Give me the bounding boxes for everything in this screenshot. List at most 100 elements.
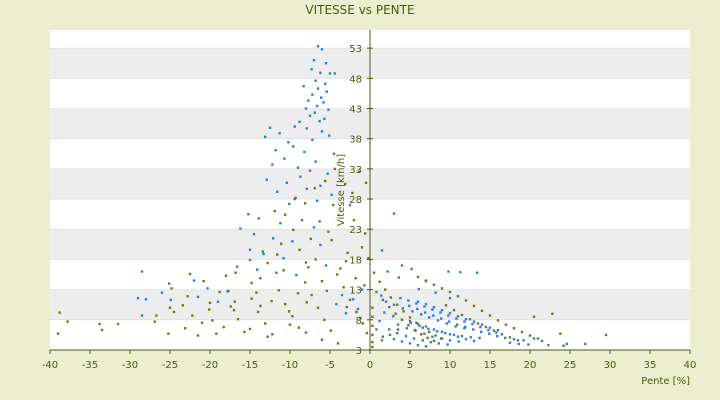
data-point <box>392 337 396 341</box>
x-tick-label: -10 <box>282 360 298 371</box>
data-point <box>445 322 448 325</box>
data-point <box>399 296 402 300</box>
data-point <box>206 287 209 290</box>
data-point <box>365 331 368 335</box>
data-point <box>296 166 300 169</box>
data-point <box>584 342 587 346</box>
data-point <box>367 257 370 260</box>
data-point <box>307 99 310 102</box>
data-point <box>277 289 280 292</box>
x-tick-label: -40 <box>42 360 58 371</box>
data-point <box>294 196 297 200</box>
data-point <box>314 79 317 82</box>
data-point <box>140 270 144 273</box>
data-point <box>298 120 301 123</box>
data-point <box>218 290 221 294</box>
data-point <box>280 242 283 245</box>
data-point <box>396 331 399 335</box>
data-point <box>495 331 498 334</box>
data-point <box>528 334 532 337</box>
data-point <box>424 325 428 328</box>
y-tick-label: 23 <box>349 225 362 236</box>
data-point <box>327 108 330 111</box>
data-point <box>342 286 345 289</box>
data-point <box>236 265 239 268</box>
data-point <box>283 157 286 160</box>
data-point <box>196 334 200 337</box>
data-point <box>116 322 120 326</box>
data-point <box>227 289 230 293</box>
y-tick-label: 53 <box>349 44 362 55</box>
x-tick-label: 30 <box>604 360 617 371</box>
data-point <box>469 336 472 339</box>
data-point <box>397 276 400 279</box>
data-point <box>288 202 291 206</box>
data-point <box>305 301 308 304</box>
data-point <box>464 325 467 329</box>
data-point <box>330 238 333 242</box>
data-point <box>248 248 252 251</box>
data-point <box>409 321 412 325</box>
data-point <box>328 134 331 137</box>
data-point <box>309 237 312 241</box>
data-point <box>432 339 436 343</box>
data-point <box>348 298 352 302</box>
data-point <box>487 328 490 332</box>
data-point <box>316 306 320 309</box>
data-point <box>319 71 322 75</box>
data-point <box>345 305 348 309</box>
data-point <box>479 325 482 329</box>
data-point <box>488 332 491 335</box>
data-point <box>440 317 443 320</box>
data-point <box>459 270 462 274</box>
data-point <box>384 300 388 303</box>
data-point <box>299 175 302 178</box>
data-point <box>389 296 392 299</box>
data-point <box>191 314 194 317</box>
data-point <box>371 345 374 349</box>
data-point <box>287 141 290 144</box>
data-point <box>276 190 279 194</box>
data-point <box>224 274 228 277</box>
data-point <box>536 337 540 340</box>
data-point <box>291 314 294 318</box>
data-point <box>304 261 308 264</box>
data-point <box>186 295 189 298</box>
data-point <box>380 339 384 342</box>
data-point <box>427 327 430 331</box>
data-point <box>464 337 468 341</box>
data-point <box>320 48 324 51</box>
data-point <box>196 295 200 299</box>
data-point <box>58 311 61 314</box>
data-point <box>364 232 367 235</box>
data-point <box>256 268 259 271</box>
data-point <box>310 293 313 297</box>
data-point <box>285 181 288 184</box>
data-point <box>284 302 287 306</box>
data-point <box>256 310 260 314</box>
data-point <box>400 264 404 267</box>
data-point <box>155 314 158 317</box>
data-point <box>488 326 492 329</box>
data-point <box>332 203 335 207</box>
data-point <box>457 340 460 343</box>
data-point <box>291 240 294 243</box>
data-point <box>320 130 324 133</box>
x-tick-label: 15 <box>484 360 497 371</box>
data-point <box>252 232 256 236</box>
data-point <box>421 326 424 329</box>
data-point <box>447 270 450 273</box>
data-point <box>270 299 273 303</box>
data-point <box>192 279 196 282</box>
data-point <box>170 287 173 290</box>
data-point <box>268 126 272 130</box>
data-point <box>168 306 172 309</box>
data-point <box>332 152 336 155</box>
data-point <box>275 271 278 274</box>
data-point <box>440 287 444 290</box>
data-point <box>551 312 554 315</box>
data-point <box>452 308 456 312</box>
data-point <box>371 340 374 344</box>
